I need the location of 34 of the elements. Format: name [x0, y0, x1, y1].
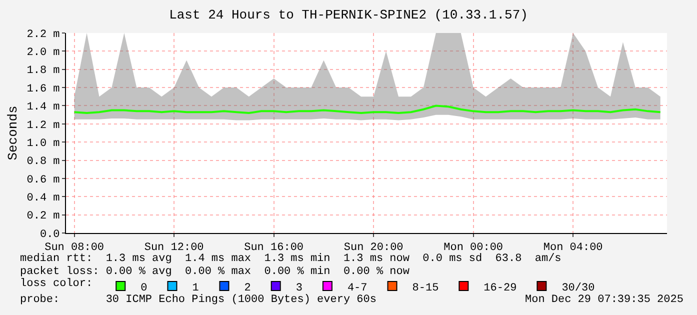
legend-label: 30/30	[562, 282, 595, 294]
legend-label: 2	[244, 282, 251, 294]
text: Mon Dec 29 07:39:35 2025	[525, 294, 684, 306]
chart-title: Last 24 Hours to TH-PERNIK-SPINE2 (10.33.1.57)	[169, 8, 528, 23]
legend-label: 16-29	[484, 282, 517, 294]
x-tick-label: Mon 00:00	[444, 242, 504, 254]
x-tick-label: Sun 20:00	[344, 242, 404, 254]
y-tick-label: 1.4 m	[26, 102, 60, 114]
y-axis-title: Seconds	[6, 106, 21, 160]
x-tick-label: Mon 04:00	[543, 242, 603, 254]
y-tick-label: 0.0	[40, 228, 60, 241]
y-tick-label: 0.4 m	[26, 192, 60, 204]
text: packet loss: 0.00 % avg 0.00 % max 0.00 % min 0.00 % now	[20, 266, 410, 278]
y-tick-label: 0.6 m	[26, 174, 60, 186]
legend-label: 0	[140, 282, 148, 294]
text: median rtt: 1.3 ms avg 1.4 ms max 1.3 ms min 1.3 ms now 0.0 ms sd 63.8 am/s	[20, 253, 562, 265]
legend-label: 4-7	[347, 282, 368, 294]
legend-label: 3	[296, 282, 302, 294]
y-tick-label: 1.2 m	[26, 120, 60, 132]
y-tick-label: 0.8 m	[26, 156, 60, 168]
legend-label: 1	[192, 282, 200, 294]
y-tick-label: 1.0 m	[26, 138, 60, 150]
x-tick-label: Sun 16:00	[244, 242, 304, 254]
legend-title: loss color:	[20, 278, 93, 290]
legend-label: 8-15	[412, 282, 439, 294]
y-tick-label: 1.6 m	[26, 83, 60, 96]
x-tick-label: Sun 12:00	[144, 242, 204, 254]
text: probe: 30 ICMP Echo Pings (1000 Bytes) every 60s	[20, 294, 376, 306]
y-tick-label: 2.0 m	[26, 47, 60, 60]
x-tick-label: Sun 08:00	[44, 242, 104, 254]
y-tick-label: 0.2 m	[26, 210, 60, 223]
y-tick-label: 1.8 m	[26, 65, 60, 78]
y-tick-label: 2.2 m	[26, 28, 60, 41]
line-series	[73, 104, 662, 114]
